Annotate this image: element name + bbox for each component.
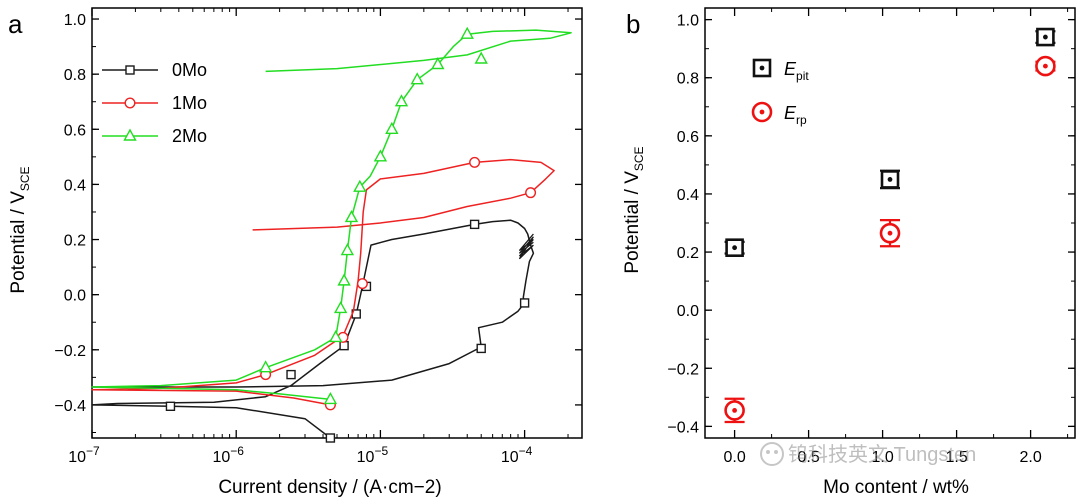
y-tick-label: 0.4 xyxy=(677,187,699,204)
x-tick-label: 10−5 xyxy=(357,444,389,466)
watermark: 钨科技英文 Tungsten xyxy=(760,442,976,466)
panel-b-ticks: −0.4 −0.2 0.0 0.2 0.4 0.6 0.8 1.0 0.0 0.5 1.0 1.5 2.… xyxy=(667,8,1075,466)
marker-2Mo xyxy=(460,26,474,39)
point-Epit xyxy=(725,238,744,257)
point-Epit-dot xyxy=(732,245,737,251)
panel-a-legend: 0Mo 1Mo 2Mo xyxy=(102,60,207,146)
marker-1Mo xyxy=(525,187,537,199)
y-tick-label: 1.0 xyxy=(677,13,699,30)
marker-0Mo xyxy=(469,219,480,230)
panel-b-xlabel: Mo content / wt% xyxy=(823,477,969,498)
point-Erp-dot xyxy=(1043,63,1048,69)
legend-label-Epit: Epit xyxy=(784,59,809,83)
marker-2Mo xyxy=(323,391,338,405)
x-tick-label: 10−4 xyxy=(501,444,533,466)
panel-a-series xyxy=(91,26,572,443)
marker-2Mo xyxy=(344,210,359,223)
x-tick-label: 0.0 xyxy=(723,449,745,466)
marker-0Mo xyxy=(286,369,296,380)
legend-label-2Mo: 2Mo xyxy=(172,126,207,146)
x-tick-label: 2.0 xyxy=(1019,449,1041,466)
panel-a-frame xyxy=(91,7,583,439)
y-tick-label: 0.2 xyxy=(677,245,699,262)
panel-a-ticks: −0.4 −0.2 0.0 0.2 0.4 0.6 0.8 1.0 10−7 10−6 10−5 10… xyxy=(54,8,582,466)
marker-0Mo xyxy=(339,340,349,351)
legend-label-0Mo: 0Mo xyxy=(172,60,207,80)
y-tick-label: 0.8 xyxy=(64,67,86,84)
marker-0Mo xyxy=(325,433,336,443)
marker-2Mo xyxy=(353,179,367,192)
y-tick-label: 0.6 xyxy=(64,122,86,139)
legend-marker-Epit xyxy=(752,58,772,78)
legend-label-Erp: Erp xyxy=(784,103,807,127)
legend-marker-1Mo xyxy=(124,97,136,109)
panel-b-series xyxy=(724,27,1056,424)
panel-b-ylabel: Potential / VSCE xyxy=(622,146,646,273)
point-Erp xyxy=(879,222,901,244)
marker-2Mo xyxy=(373,149,388,162)
point-Erp-dot xyxy=(887,230,893,236)
legend-label-1Mo: 1Mo xyxy=(172,93,207,113)
point-Epit-dot xyxy=(1043,34,1048,40)
x-tick-label: 1.0 xyxy=(871,449,893,466)
panel-a-plot: −0.4 −0.2 0.0 0.2 0.4 0.6 0.8 1.0 10−7 10−6 10−5 10… xyxy=(8,7,583,498)
y-tick-label: 0.0 xyxy=(677,303,699,320)
marker-2Mo xyxy=(431,57,445,70)
x-tick-label: 1.5 xyxy=(945,449,967,466)
y-tick-label: 1.0 xyxy=(64,12,86,29)
marker-2Mo xyxy=(394,94,409,107)
legend-marker-Erp-dot xyxy=(759,109,765,115)
watermark-text: 钨科技英文 Tungsten xyxy=(788,443,976,466)
point-Epit xyxy=(1036,27,1055,47)
y-tick-label: 0.0 xyxy=(64,288,86,305)
legend-marker-2Mo xyxy=(123,128,137,141)
y-tick-label: −0.2 xyxy=(667,361,699,378)
marker-2Mo xyxy=(258,360,273,373)
y-tick-label: 0.6 xyxy=(677,129,699,146)
x-tick-label: 0.5 xyxy=(797,449,819,466)
y-tick-label: −0.2 xyxy=(54,343,86,360)
marker-0Mo xyxy=(165,401,176,412)
x-tick-label: 10−7 xyxy=(68,444,100,466)
y-tick-label: −0.4 xyxy=(667,419,699,436)
panel-b-legend: Epit Erp xyxy=(751,58,809,127)
marker-2Mo xyxy=(474,51,488,64)
legend-marker-Erp xyxy=(751,101,773,123)
marker-0Mo xyxy=(519,298,530,308)
point-Epit-dot xyxy=(887,177,893,182)
marker-2Mo xyxy=(385,121,399,134)
y-tick-label: 0.4 xyxy=(64,177,86,194)
watermark-icon-dot xyxy=(774,450,778,454)
panel-a-letter: a xyxy=(8,9,23,39)
marker-2Mo xyxy=(340,243,355,256)
marker-1Mo xyxy=(469,156,481,168)
series-line-1Mo xyxy=(91,158,555,406)
panel-b-plot: −0.4 −0.2 0.0 0.2 0.4 0.6 0.8 1.0 0.0 0.5 1.0 1.5 2.… xyxy=(622,7,1076,498)
marker-1Mo xyxy=(356,278,368,290)
panel-b-letter: b xyxy=(626,9,640,39)
point-Epit xyxy=(880,170,900,189)
marker-0Mo xyxy=(476,343,486,354)
x-tick-label: 10−6 xyxy=(212,444,244,466)
y-tick-label: 0.8 xyxy=(677,71,699,88)
y-tick-label: 0.2 xyxy=(64,233,86,250)
series-line-0Mo xyxy=(91,219,535,439)
watermark-icon xyxy=(760,442,784,466)
point-Erp xyxy=(1035,55,1056,77)
point-Erp-dot xyxy=(732,407,737,413)
series-noise-0Mo xyxy=(518,233,534,260)
marker-2Mo xyxy=(337,273,351,286)
marker-2Mo xyxy=(410,72,424,85)
point-Erp xyxy=(724,400,745,421)
marker-2Mo xyxy=(333,300,348,314)
panel-a-xlabel: Current density / (A·cm−2) xyxy=(218,477,441,498)
marker-2Mo xyxy=(329,329,343,343)
panel-a-ylabel: Potential / VSCE xyxy=(8,166,32,293)
legend-marker-0Mo xyxy=(125,65,135,75)
legend-marker-Epit-dot xyxy=(759,65,765,71)
watermark-icon-dot xyxy=(766,450,770,454)
y-tick-label: −0.4 xyxy=(54,398,86,415)
